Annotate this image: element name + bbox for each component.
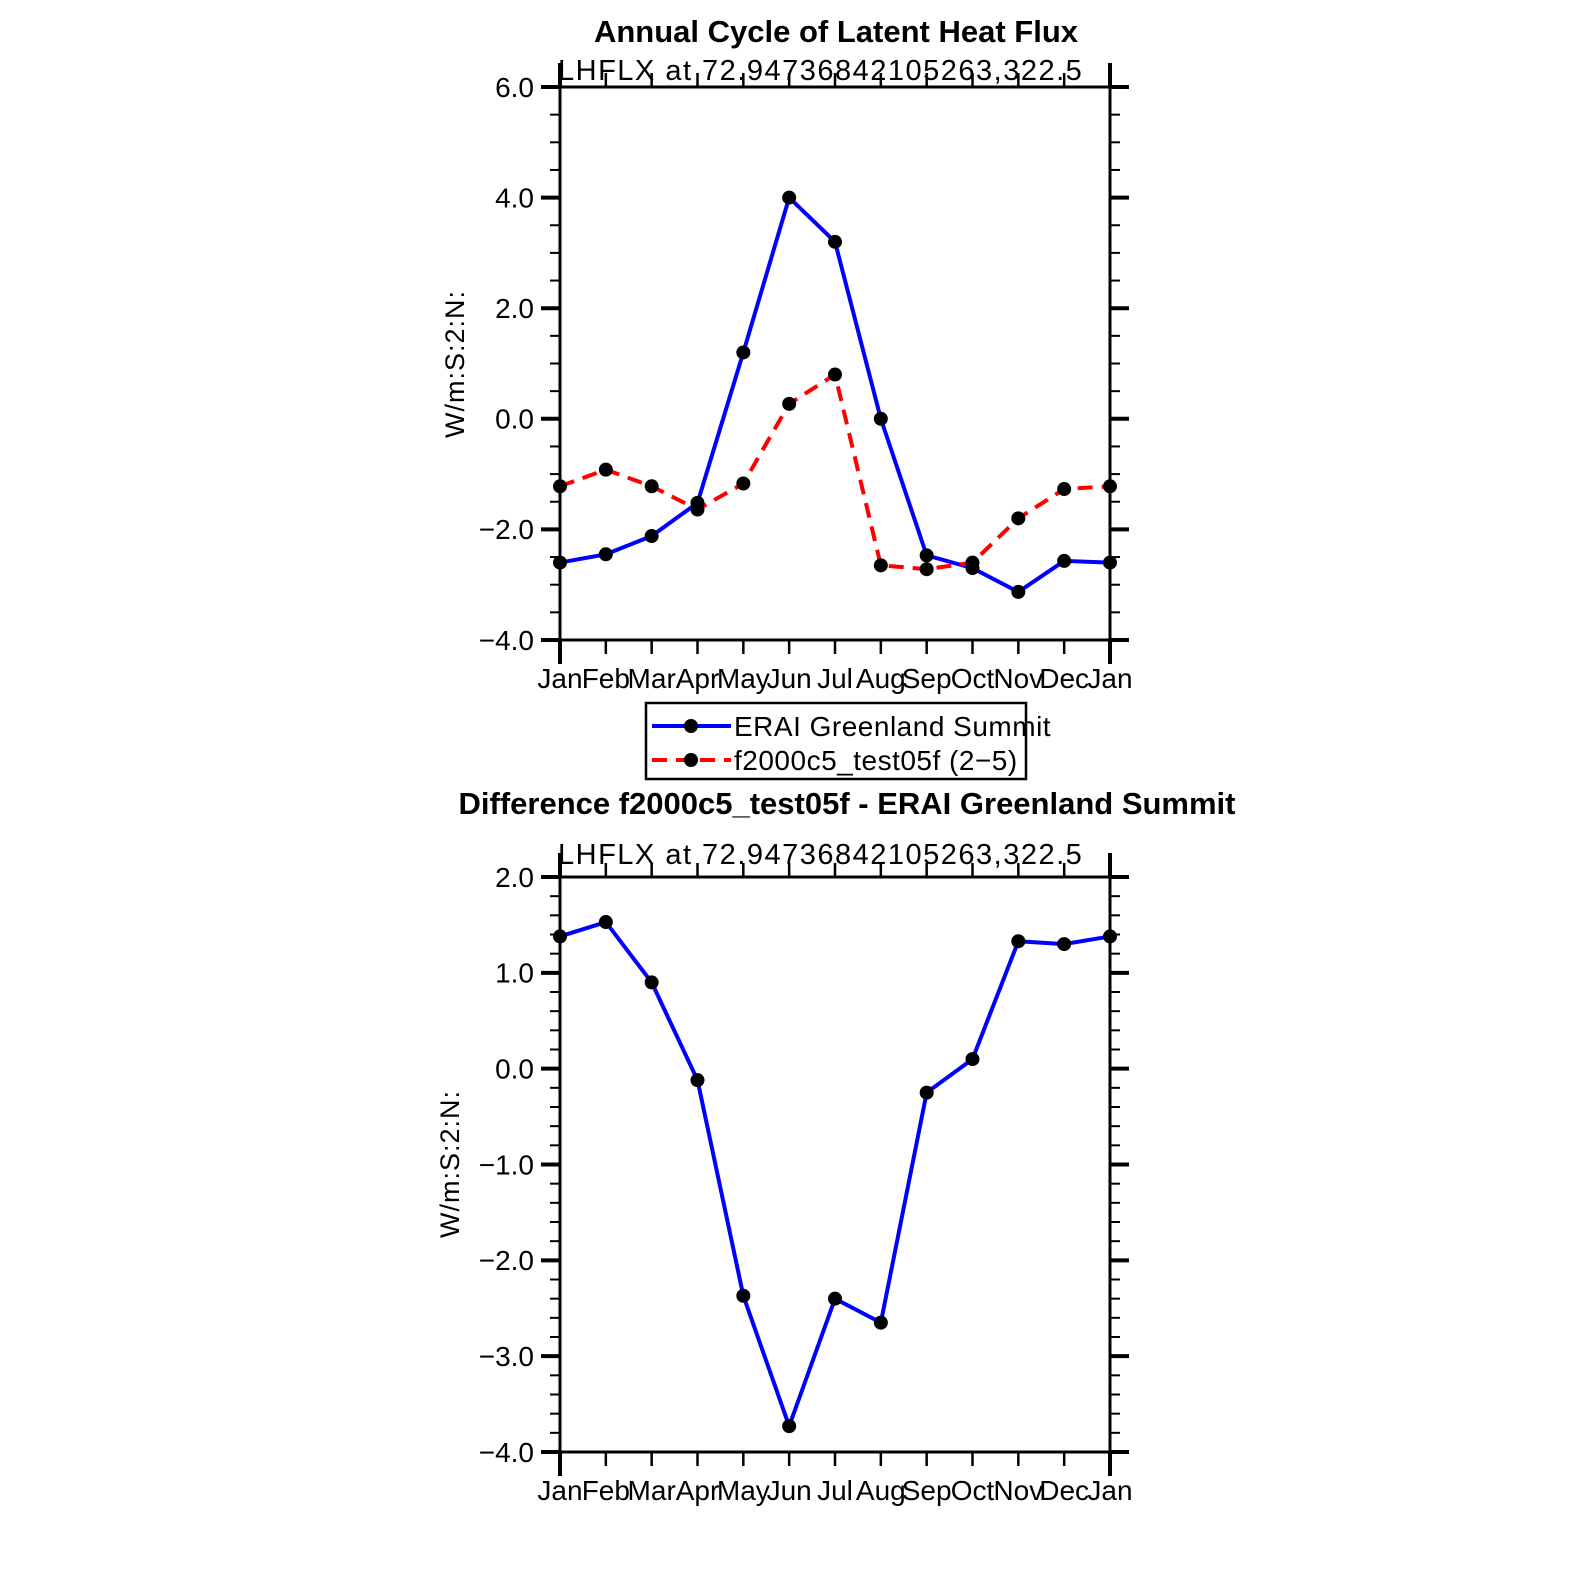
top-chart-subtitle: LHFLX at 72.94736842105263,322.5 — [558, 55, 1083, 87]
svg-text:Aug: Aug — [856, 1475, 906, 1506]
legend-label-erai: ERAI Greenland Summit — [734, 711, 1051, 742]
svg-text:Jan: Jan — [537, 1475, 582, 1506]
svg-text:0.0: 0.0 — [495, 1053, 534, 1084]
svg-text:May: May — [717, 663, 770, 694]
legend-marker-model — [684, 753, 698, 767]
svg-text:1.0: 1.0 — [495, 958, 534, 989]
svg-text:Nov: Nov — [993, 663, 1043, 694]
svg-text:Jun: Jun — [767, 663, 812, 694]
svg-text:6.0: 6.0 — [495, 72, 534, 103]
svg-text:0.0: 0.0 — [495, 404, 534, 435]
legend-box — [644, 701, 1028, 781]
svg-text:−2.0: −2.0 — [479, 1245, 534, 1276]
svg-text:Oct: Oct — [951, 1475, 995, 1506]
svg-text:Apr: Apr — [676, 1475, 720, 1506]
svg-text:Apr: Apr — [676, 663, 720, 694]
svg-text:Jun: Jun — [767, 1475, 812, 1506]
svg-text:Mar: Mar — [628, 1475, 676, 1506]
svg-text:Dec: Dec — [1039, 1475, 1089, 1506]
svg-text:−1.0: −1.0 — [479, 1149, 534, 1180]
svg-text:−4.0: −4.0 — [479, 1437, 534, 1468]
svg-text:2.0: 2.0 — [495, 862, 534, 893]
top-chart-title: Annual Cycle of Latent Heat Flux — [594, 14, 1079, 49]
svg-text:Jan: Jan — [1087, 1475, 1132, 1506]
svg-text:Mar: Mar — [628, 663, 676, 694]
svg-text:−2.0: −2.0 — [479, 514, 534, 545]
svg-text:−3.0: −3.0 — [479, 1341, 534, 1372]
svg-text:Oct: Oct — [951, 663, 995, 694]
svg-text:Sep: Sep — [902, 663, 952, 694]
svg-text:Sep: Sep — [902, 1475, 952, 1506]
top-chart-y-axis-title: W/m:S:2:N: — [440, 290, 470, 438]
legend-marker-erai — [684, 719, 698, 733]
svg-text:Jul: Jul — [817, 1475, 853, 1506]
diff-chart-subtitle: LHFLX at 72.94736842105263,322.5 — [558, 839, 1083, 871]
svg-text:Aug: Aug — [856, 663, 906, 694]
svg-text:Feb: Feb — [582, 1475, 630, 1506]
svg-text:Dec: Dec — [1039, 663, 1089, 694]
svg-text:Nov: Nov — [993, 1475, 1043, 1506]
svg-text:Feb: Feb — [582, 663, 630, 694]
legend-label-model: f2000c5_test05f (2−5) — [734, 745, 1018, 776]
svg-text:−4.0: −4.0 — [479, 625, 534, 656]
svg-text:2.0: 2.0 — [495, 293, 534, 324]
svg-text:Jan: Jan — [1087, 663, 1132, 694]
svg-text:Jan: Jan — [537, 663, 582, 694]
svg-text:Jul: Jul — [817, 663, 853, 694]
svg-text:4.0: 4.0 — [495, 182, 534, 213]
diff-chart-title: Difference f2000c5_test05f - ERAI Greenl… — [459, 786, 1236, 821]
diff-chart-y-axis-title: W/m:S:2:N: — [435, 1090, 465, 1238]
legend: ERAI Greenland Summit f2000c5_test05f (2… — [644, 701, 1051, 781]
svg-text:May: May — [717, 1475, 770, 1506]
